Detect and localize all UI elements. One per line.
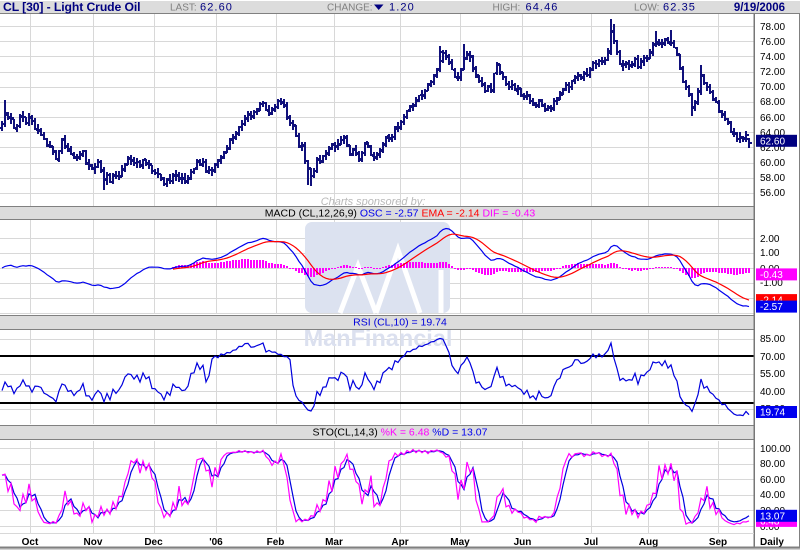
svg-text:80.00: 80.00 bbox=[760, 459, 785, 470]
svg-text:19.74: 19.74 bbox=[760, 408, 785, 419]
svg-text:9/19/2006: 9/19/2006 bbox=[734, 2, 785, 14]
svg-text:78.00: 78.00 bbox=[760, 22, 785, 33]
svg-text:CHANGE:: CHANGE: bbox=[327, 3, 373, 14]
svg-text:CL [30] - Light Crude Oil: CL [30] - Light Crude Oil bbox=[3, 0, 140, 14]
svg-text:-2.57: -2.57 bbox=[760, 302, 783, 313]
svg-text:-1.00: -1.00 bbox=[760, 278, 783, 289]
svg-text:66.00: 66.00 bbox=[760, 113, 785, 124]
svg-text:'06: '06 bbox=[209, 537, 223, 548]
svg-text:74.00: 74.00 bbox=[760, 52, 785, 63]
svg-text:Apr: Apr bbox=[391, 537, 408, 548]
svg-text:62.35: 62.35 bbox=[663, 2, 696, 14]
svg-text:Sep: Sep bbox=[709, 537, 727, 548]
svg-text:40.00: 40.00 bbox=[760, 490, 785, 501]
svg-text:70.00: 70.00 bbox=[760, 82, 785, 93]
svg-text:2.00: 2.00 bbox=[760, 234, 780, 245]
svg-text:40.00: 40.00 bbox=[760, 387, 785, 398]
svg-text:Feb: Feb bbox=[267, 537, 285, 548]
svg-text:Aug: Aug bbox=[639, 537, 658, 548]
svg-text:55.00: 55.00 bbox=[760, 369, 785, 380]
svg-text:Mar: Mar bbox=[325, 537, 343, 548]
svg-text:1.20: 1.20 bbox=[389, 2, 415, 14]
svg-text:Charts sponsored by:: Charts sponsored by: bbox=[321, 196, 426, 208]
svg-text:Oct: Oct bbox=[22, 537, 39, 548]
svg-text:6.48: 6.48 bbox=[760, 516, 780, 527]
svg-text:62.60: 62.60 bbox=[760, 136, 785, 147]
svg-text:68.00: 68.00 bbox=[760, 97, 785, 108]
svg-text:0.00: 0.00 bbox=[760, 522, 780, 533]
svg-text:May: May bbox=[450, 537, 470, 548]
svg-text:85.00: 85.00 bbox=[760, 334, 785, 345]
svg-text:56.00: 56.00 bbox=[760, 188, 785, 199]
svg-text:60.00: 60.00 bbox=[760, 158, 785, 169]
svg-text:LAST:: LAST: bbox=[170, 3, 197, 14]
svg-text:60.00: 60.00 bbox=[760, 475, 785, 486]
svg-text:13.07: 13.07 bbox=[760, 511, 785, 522]
svg-text:58.00: 58.00 bbox=[760, 173, 785, 184]
svg-text:Jul: Jul bbox=[584, 537, 599, 548]
svg-text:70.00: 70.00 bbox=[760, 352, 785, 363]
svg-text:62.60: 62.60 bbox=[200, 2, 233, 14]
svg-text:MACD (CL,12,26,9) OSC = -2.57: MACD (CL,12,26,9) OSC = -2.57 EMA = -2.1… bbox=[265, 208, 536, 220]
svg-text:64.46: 64.46 bbox=[526, 2, 559, 14]
svg-text:RSI (CL,10) = 19.74: RSI (CL,10) = 19.74 bbox=[353, 317, 447, 329]
svg-text:Dec: Dec bbox=[144, 537, 163, 548]
svg-text:1.00: 1.00 bbox=[760, 248, 780, 259]
svg-text:64.00: 64.00 bbox=[760, 128, 785, 139]
svg-text:HIGH:: HIGH: bbox=[493, 3, 521, 14]
svg-text:LOW:: LOW: bbox=[634, 3, 659, 14]
svg-text:STO(CL,14,3) %K = 6.48 %D = 13: STO(CL,14,3) %K = 6.48 %D = 13.07 bbox=[313, 427, 488, 439]
svg-text:-0.43: -0.43 bbox=[760, 270, 783, 281]
svg-text:72.00: 72.00 bbox=[760, 67, 785, 78]
svg-text:Nov: Nov bbox=[84, 537, 103, 548]
svg-text:100.00: 100.00 bbox=[760, 444, 791, 455]
svg-text:76.00: 76.00 bbox=[760, 37, 785, 48]
svg-text:Daily: Daily bbox=[760, 537, 784, 548]
svg-text:62.00: 62.00 bbox=[760, 143, 785, 154]
svg-text:Jun: Jun bbox=[514, 537, 532, 548]
